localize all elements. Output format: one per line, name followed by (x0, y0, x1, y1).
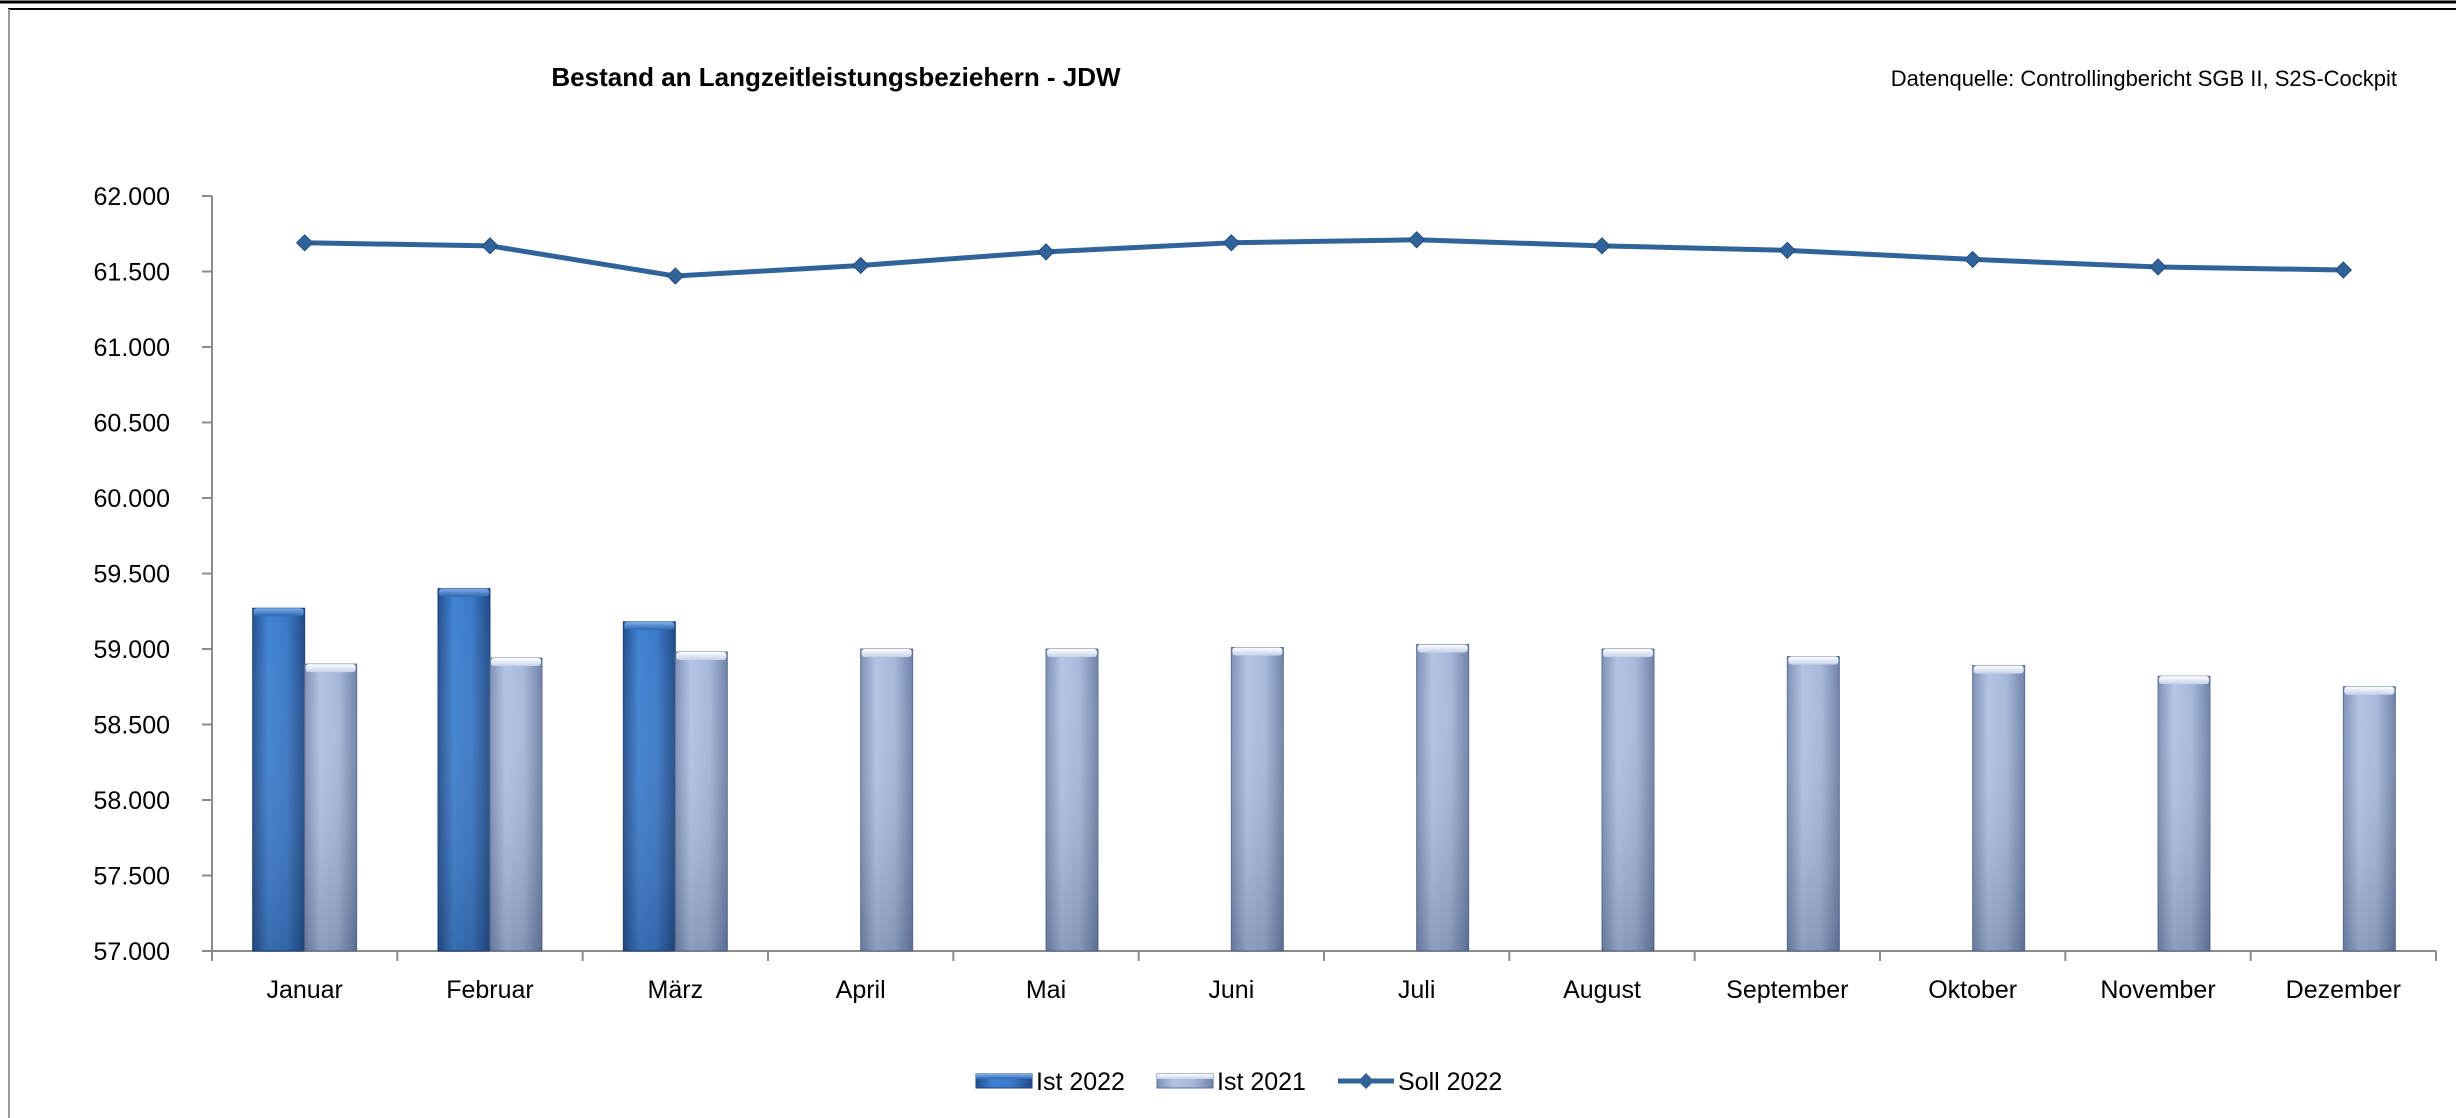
y-tick-label: 60.500 (94, 410, 170, 438)
y-tick-label: 58.500 (94, 712, 170, 740)
bar-ist-2021-shade (2343, 686, 2396, 951)
legend-soll-2022-marker (1358, 1073, 1374, 1089)
bar-ist-2021-shade (1602, 649, 1654, 951)
x-tick-label: Oktober (1928, 976, 2017, 1004)
soll-2022-marker (666, 267, 685, 285)
legend-ist-2022-label: Ist 2022 (1036, 1068, 1125, 1096)
soll-2022-marker (2149, 258, 2167, 276)
soll-2022-marker (851, 256, 870, 275)
bar-ist-2021-top (1603, 649, 1653, 657)
bar-ist-2021-shade (675, 652, 728, 951)
y-tick-label: 62.000 (94, 183, 170, 211)
y-tick-label: 59.500 (94, 561, 170, 589)
soll-2022-marker (1778, 241, 1797, 260)
x-tick-label: September (1726, 976, 1848, 1004)
bar-ist-2022-top (624, 621, 675, 630)
x-tick-label: Juni (1208, 976, 1254, 1004)
legend-ist-2021-swatch-top (1157, 1074, 1213, 1079)
soll-line (295, 231, 2353, 285)
bar-ist-2021-shade (860, 649, 913, 951)
bar-ist-2021-shade (1416, 644, 1469, 951)
bar-ist-2021-top (2159, 676, 2209, 685)
soll-2022-marker (1593, 237, 1611, 255)
soll-2022-marker (2334, 261, 2353, 279)
y-tick-label: 60.000 (94, 485, 170, 513)
legend-ist-2021-label: Ist 2021 (1217, 1068, 1306, 1096)
bar-ist-2021-top (2344, 686, 2395, 695)
x-tick-label: Juli (1398, 976, 1436, 1004)
x-tick-label: April (836, 976, 886, 1004)
data-source: Datenquelle: Controllingbericht SGB II, … (1891, 66, 2397, 91)
bar-ist-2021-top (1788, 656, 1839, 665)
soll-2022-marker (481, 237, 499, 255)
bar-ist-2021-shade (1231, 647, 1284, 951)
x-tick-label: August (1563, 976, 1641, 1004)
bar-ist-2021-top (1973, 665, 2024, 674)
bar-ist-2021-shade (304, 664, 357, 951)
legend-ist-2022-swatch-top (976, 1074, 1032, 1079)
bar-ist-2022-shade (252, 608, 305, 951)
soll-2022-marker (1222, 234, 1241, 252)
bar-ist-2022-top (439, 588, 489, 597)
x-tick-label: Mai (1026, 976, 1066, 1004)
chart-title: Bestand an Langzeitleistungsbeziehern - … (551, 62, 1121, 92)
bar-ist-2021-shade (1787, 656, 1840, 951)
soll-2022-line (304, 237, 2344, 279)
bar-ist-2021-shade (2158, 676, 2210, 951)
soll-2022-marker (1963, 250, 1982, 269)
bars (252, 588, 2396, 952)
soll-2022-marker (295, 234, 314, 252)
y-tick-label: 61.500 (94, 259, 170, 287)
bar-ist-2021-shade (490, 658, 542, 951)
x-tick-label: Februar (446, 976, 534, 1004)
x-tick-label: November (2100, 976, 2215, 1004)
legend-soll-2022-label: Soll 2022 (1398, 1068, 1502, 1096)
y-tick-label: 61.000 (94, 334, 170, 362)
y-tick-label: 59.000 (94, 636, 170, 664)
y-tick-label: 58.000 (94, 787, 170, 815)
legend: Ist 2022 Ist 2021 Soll 2022 (975, 1068, 1502, 1096)
axes: 57.000 57.500 58.000 58.500 59.000 59.500 60.0… (94, 183, 2437, 1004)
x-tick-label: Dezember (2286, 976, 2401, 1004)
y-tick-label: 57.000 (94, 938, 170, 966)
bar-ist-2021-top (1047, 649, 1097, 657)
bar-ist-2022-top (253, 608, 304, 617)
bar-ist-2021-top (1417, 644, 1468, 653)
x-tick-label: Januar (266, 976, 342, 1004)
bar-ist-2021-top (305, 664, 356, 673)
bar-ist-2021-top (1232, 647, 1283, 656)
x-tick-label: März (648, 976, 704, 1004)
y-tick-label: 57.500 (94, 863, 170, 891)
bar-ist-2021-top (491, 658, 541, 667)
bar-ist-2021-shade (1972, 665, 2025, 951)
bar-ist-2021-shade (1046, 649, 1098, 951)
bar-ist-2021-top (676, 652, 727, 661)
bar-ist-2022-shade (623, 621, 676, 951)
soll-2022-marker (1037, 243, 1055, 261)
bar-ist-2021-top (861, 649, 912, 657)
bar-ist-2022-shade (438, 588, 490, 951)
soll-2022-marker (1407, 231, 1426, 249)
